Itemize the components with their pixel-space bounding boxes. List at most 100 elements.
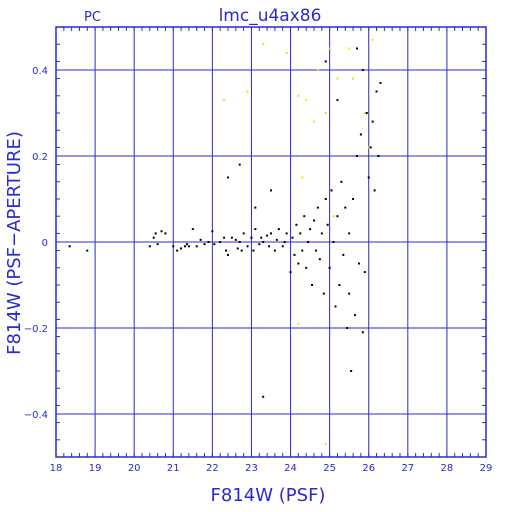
data-point	[195, 245, 198, 248]
data-point	[367, 176, 370, 179]
data-point	[322, 292, 325, 295]
data-point	[338, 284, 341, 286]
data-point	[199, 238, 202, 241]
data-point	[348, 47, 351, 50]
data-point	[361, 69, 364, 71]
data-point	[377, 155, 380, 157]
data-point	[316, 69, 319, 71]
data-point	[371, 120, 374, 123]
data-point	[356, 47, 358, 50]
x-tick-label: 23	[245, 463, 258, 474]
data-point	[283, 241, 286, 243]
data-point	[225, 249, 228, 252]
data-point	[176, 249, 179, 252]
data-point	[346, 327, 349, 329]
data-point	[187, 245, 190, 248]
data-point	[363, 112, 366, 114]
data-point	[164, 232, 167, 235]
data-point	[336, 77, 339, 80]
data-point	[303, 215, 306, 218]
data-point	[313, 120, 315, 123]
data-point	[262, 241, 265, 243]
data-point	[270, 189, 272, 192]
data-point	[342, 253, 345, 256]
y-tick-label: −0.4	[24, 410, 48, 421]
data-point	[260, 236, 263, 239]
data-point	[311, 284, 314, 286]
data-point	[180, 247, 183, 250]
y-tick-label: 0	[42, 238, 48, 249]
x-tick-label: 20	[128, 463, 141, 474]
data-point	[297, 322, 300, 325]
data-point	[270, 232, 272, 235]
data-point	[332, 241, 335, 243]
data-point	[252, 249, 255, 252]
data-point	[314, 249, 317, 252]
grid	[56, 27, 486, 457]
chart-title: lmc_u4ax86	[219, 6, 322, 26]
data-point	[238, 163, 241, 166]
data-point	[68, 245, 71, 248]
data-point	[203, 243, 206, 246]
data-point	[223, 99, 226, 102]
data-point	[324, 60, 327, 63]
x-tick-label: 25	[323, 463, 336, 474]
data-point	[289, 271, 292, 274]
data-point	[363, 271, 366, 274]
x-tick-label: 19	[89, 463, 102, 474]
plot-frame	[55, 26, 487, 458]
y-tick-label: −0.2	[24, 324, 48, 335]
data-point	[262, 395, 265, 398]
data-point	[332, 215, 335, 218]
data-point	[156, 243, 159, 246]
data-point	[254, 228, 257, 231]
data-point	[324, 198, 327, 200]
data-point	[340, 180, 343, 183]
data-point	[154, 232, 157, 235]
data-point	[172, 245, 175, 248]
x-tick-label: 26	[362, 463, 375, 474]
data-point	[211, 230, 214, 233]
data-point	[277, 228, 280, 231]
data-point	[152, 236, 155, 239]
data-point	[301, 176, 304, 179]
data-point	[313, 219, 315, 222]
x-tick-label: 21	[167, 463, 180, 474]
x-tick-label: 28	[441, 463, 454, 474]
data-point	[223, 236, 226, 239]
data-point	[305, 99, 308, 102]
data-point	[371, 38, 374, 41]
data-point	[330, 189, 333, 192]
data-point	[359, 133, 362, 136]
data-point	[262, 43, 265, 46]
data-point	[219, 241, 222, 243]
data-point	[281, 245, 284, 248]
data-point	[268, 245, 271, 248]
data-point	[258, 243, 261, 246]
data-point	[213, 243, 216, 246]
data-point	[227, 176, 229, 179]
data-point	[266, 234, 269, 237]
data-point	[369, 146, 372, 149]
y-tick-label: 0.2	[32, 152, 48, 163]
data-point	[236, 247, 239, 250]
data-point	[148, 245, 151, 248]
data-point	[227, 253, 229, 256]
y-tick-label: 0.4	[32, 66, 48, 77]
data-point	[352, 198, 355, 200]
data-point	[336, 215, 339, 218]
data-point	[320, 232, 323, 235]
data-point	[301, 249, 304, 252]
data-point	[356, 155, 358, 157]
data-point	[348, 292, 351, 295]
x-tick-label: 29	[480, 463, 493, 474]
data-point	[238, 241, 241, 243]
data-point	[299, 232, 302, 235]
data-point	[328, 47, 331, 50]
data-point	[297, 94, 300, 97]
data-point	[379, 81, 382, 84]
data-point	[334, 305, 337, 308]
data-point	[275, 238, 278, 241]
data-point	[250, 236, 253, 239]
